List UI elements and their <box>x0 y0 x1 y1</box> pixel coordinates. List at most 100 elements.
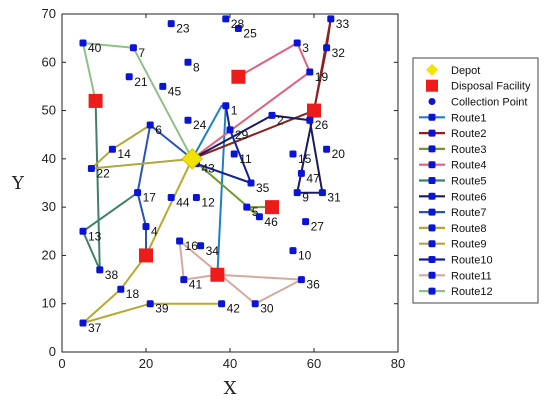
collection-point-label: 7 <box>138 46 145 60</box>
collection-point-label: 37 <box>88 321 102 335</box>
collection-point-marker <box>134 189 142 197</box>
collection-point-label: 1 <box>231 104 238 118</box>
route-line-5 <box>82 100 139 271</box>
legend-route-marker-9 <box>428 240 436 248</box>
legend-depot-label: Depot <box>451 65 480 77</box>
collection-point-marker <box>222 102 230 110</box>
collection-point-label: 5 <box>252 205 259 219</box>
collection-point-label: 11 <box>239 152 252 166</box>
legend-route-label-3: Route3 <box>451 144 486 156</box>
disposal-facility-marker <box>307 103 321 118</box>
depot-marker <box>181 148 203 170</box>
legend-route-marker-2 <box>428 129 436 137</box>
collection-point-label: 3 <box>302 41 309 55</box>
collection-point-label: 8 <box>193 60 200 74</box>
collection-point-label: 9 <box>302 191 309 205</box>
collection-point-marker <box>302 218 310 226</box>
collection-point-label: 24 <box>193 118 207 132</box>
collection-point-marker <box>306 116 314 124</box>
legend-route-marker-12 <box>428 287 436 295</box>
collection-point-label: 32 <box>332 46 346 60</box>
y-tick-label: 20 <box>42 247 56 262</box>
collection-point-marker <box>184 58 192 66</box>
legend-route-label-11: Route11 <box>451 270 492 282</box>
route-line-3 <box>191 158 272 218</box>
collection-point-label: 41 <box>189 278 203 292</box>
legend-route-marker-10 <box>428 256 436 263</box>
y-tick-label: 10 <box>42 296 56 311</box>
collection-point-label: 23 <box>176 22 190 36</box>
collection-point-label: 2 <box>277 113 284 127</box>
collection-point-marker <box>167 193 175 201</box>
axes-layer: 0 20 40 60 80 0 10 20 30 40 50 60 70 <box>42 6 406 371</box>
collection-point-label: 15 <box>298 152 312 166</box>
legend-route-label-8: Route8 <box>451 223 486 235</box>
disposal-facility-marker <box>231 69 246 84</box>
collection-point-label: 19 <box>315 70 329 84</box>
disposal-facility-marker <box>88 93 103 108</box>
collection-point-marker <box>79 319 87 327</box>
route-line-9 <box>90 124 193 170</box>
y-tick-label: 30 <box>42 199 56 214</box>
y-tick-label: 60 <box>42 54 56 69</box>
y-tick-label: 0 <box>49 344 56 359</box>
legend-route-label-10: Route10 <box>451 255 493 267</box>
collection-point-marker <box>297 276 305 284</box>
collection-point-marker <box>142 222 150 230</box>
legend-route-marker-7 <box>428 208 436 216</box>
collection-point-label: 4 <box>151 224 158 238</box>
collection-point-marker <box>289 247 297 255</box>
collection-point-label: 42 <box>227 302 241 316</box>
legend: Depot Disposal Facility Collection Point Ro… <box>412 57 539 304</box>
collection-point-label: 18 <box>126 287 140 301</box>
collection-point-marker <box>146 121 154 129</box>
disposal-facility-marker <box>139 248 153 263</box>
collection-point-label: 28 <box>231 17 245 31</box>
collection-point-label: 13 <box>88 229 102 243</box>
depot-layer <box>181 148 203 170</box>
collection-point-marker <box>306 68 314 76</box>
collection-point-marker <box>192 193 200 201</box>
collection-point-marker <box>230 150 238 158</box>
collection-point-label: 6 <box>155 123 162 137</box>
collection-point-label: 26 <box>315 118 329 132</box>
x-tick-label: 20 <box>139 356 153 371</box>
collection-point-marker <box>323 145 331 153</box>
collection-point-label: 14 <box>117 147 131 161</box>
legend-route-label-12: Route12 <box>451 286 493 298</box>
collection-point-marker <box>268 111 276 119</box>
legend-route-marker-11 <box>428 271 436 279</box>
legend-route-marker-3 <box>428 145 436 153</box>
collection-point-label: 47 <box>306 171 320 185</box>
collection-point-label: 34 <box>206 244 220 258</box>
collection-point-label: 40 <box>88 41 102 55</box>
y-tick-label: 50 <box>42 103 56 118</box>
legend-route-marker-1 <box>428 113 436 121</box>
route-line-4 <box>191 42 311 160</box>
legend-collection-label: Collection Point <box>451 97 527 109</box>
collection-point-marker <box>146 300 154 308</box>
legend-route-label-1: Route1 <box>451 112 486 124</box>
collection-point-marker <box>297 169 305 177</box>
collection-point-marker <box>184 116 192 124</box>
collection-point-marker <box>87 165 95 173</box>
collection-point-marker <box>293 189 301 197</box>
legend-route-label-5: Route5 <box>451 176 486 188</box>
collection-point-marker <box>159 82 167 90</box>
collection-point-label: 25 <box>243 26 257 40</box>
facilities-layer <box>88 69 321 282</box>
collection-point-marker <box>234 24 242 32</box>
legend-disposal-label: Disposal Facility <box>451 81 531 93</box>
collection-point-label: 29 <box>235 128 249 142</box>
x-tick-label: 0 <box>58 356 65 371</box>
disposal-facility-marker <box>265 200 279 215</box>
legend-disposal-marker <box>426 79 438 92</box>
route-line-6 <box>191 110 324 194</box>
legend-route-label-2: Route2 <box>451 128 486 140</box>
collection-point-marker <box>180 276 188 284</box>
collection-point-marker <box>79 227 87 235</box>
route-line-8 <box>82 158 222 324</box>
collection-point-marker <box>79 39 87 47</box>
collection-point-marker <box>176 237 184 245</box>
